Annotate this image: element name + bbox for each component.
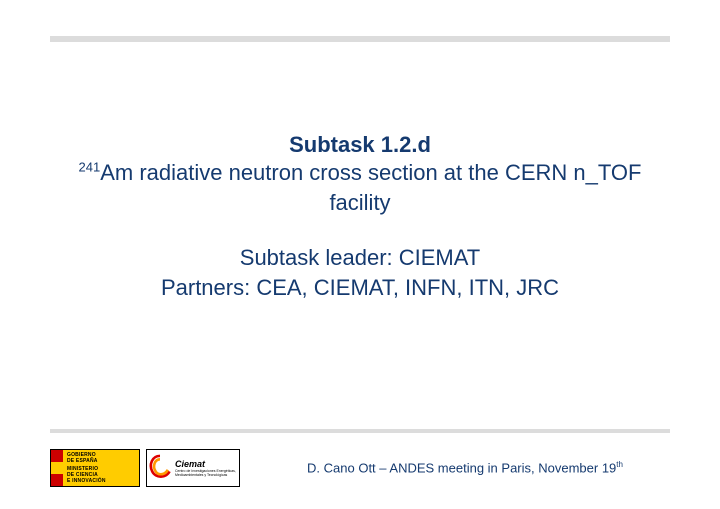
slide: Subtask 1.2.d 241Am radiative neutron cr…	[0, 0, 720, 509]
slide-title: Subtask 1.2.d	[50, 132, 670, 158]
ciemat-text: Ciemat Centro de Investigaciones Energét…	[173, 450, 239, 486]
footer: GOBIERNO DE ESPAÑA MINISTERIO DE CIENCIA…	[50, 445, 670, 491]
ministry-text: GOBIERNO DE ESPAÑA MINISTERIO DE CIENCIA…	[63, 450, 139, 486]
subtitle: 241Am radiative neutron cross section at…	[50, 158, 670, 217]
spain-flag-icon	[51, 450, 63, 486]
leader-block: Subtask leader: CIEMAT Partners: CEA, CI…	[50, 243, 670, 302]
footer-main: D. Cano Ott – ANDES meeting in Paris, No…	[307, 461, 616, 476]
logo-line: E INNOVACIÓN	[67, 478, 135, 484]
logo-group: GOBIERNO DE ESPAÑA MINISTERIO DE CIENCIA…	[50, 449, 240, 487]
logo-line: DE ESPAÑA	[67, 458, 135, 464]
ciemat-logo: Ciemat Centro de Investigaciones Energét…	[146, 449, 240, 487]
ciemat-subtitle: Centro de Investigaciones Energéticas, M…	[175, 470, 237, 478]
ciemat-swirl-icon	[147, 450, 173, 486]
footer-sup: th	[616, 460, 623, 469]
content-block: Subtask 1.2.d 241Am radiative neutron cr…	[50, 132, 670, 303]
ciemat-brand: Ciemat	[175, 459, 237, 469]
leader-line: Subtask leader: CIEMAT	[50, 243, 670, 273]
footer-rule	[50, 429, 670, 433]
gobierno-logo: GOBIERNO DE ESPAÑA MINISTERIO DE CIENCIA…	[50, 449, 140, 487]
partners-line: Partners: CEA, CIEMAT, INFN, ITN, JRC	[50, 273, 670, 303]
subtitle-text: Am radiative neutron cross section at th…	[100, 160, 641, 215]
top-rule	[50, 36, 670, 42]
isotope-superscript: 241	[79, 160, 101, 175]
footer-text: D. Cano Ott – ANDES meeting in Paris, No…	[240, 460, 670, 475]
